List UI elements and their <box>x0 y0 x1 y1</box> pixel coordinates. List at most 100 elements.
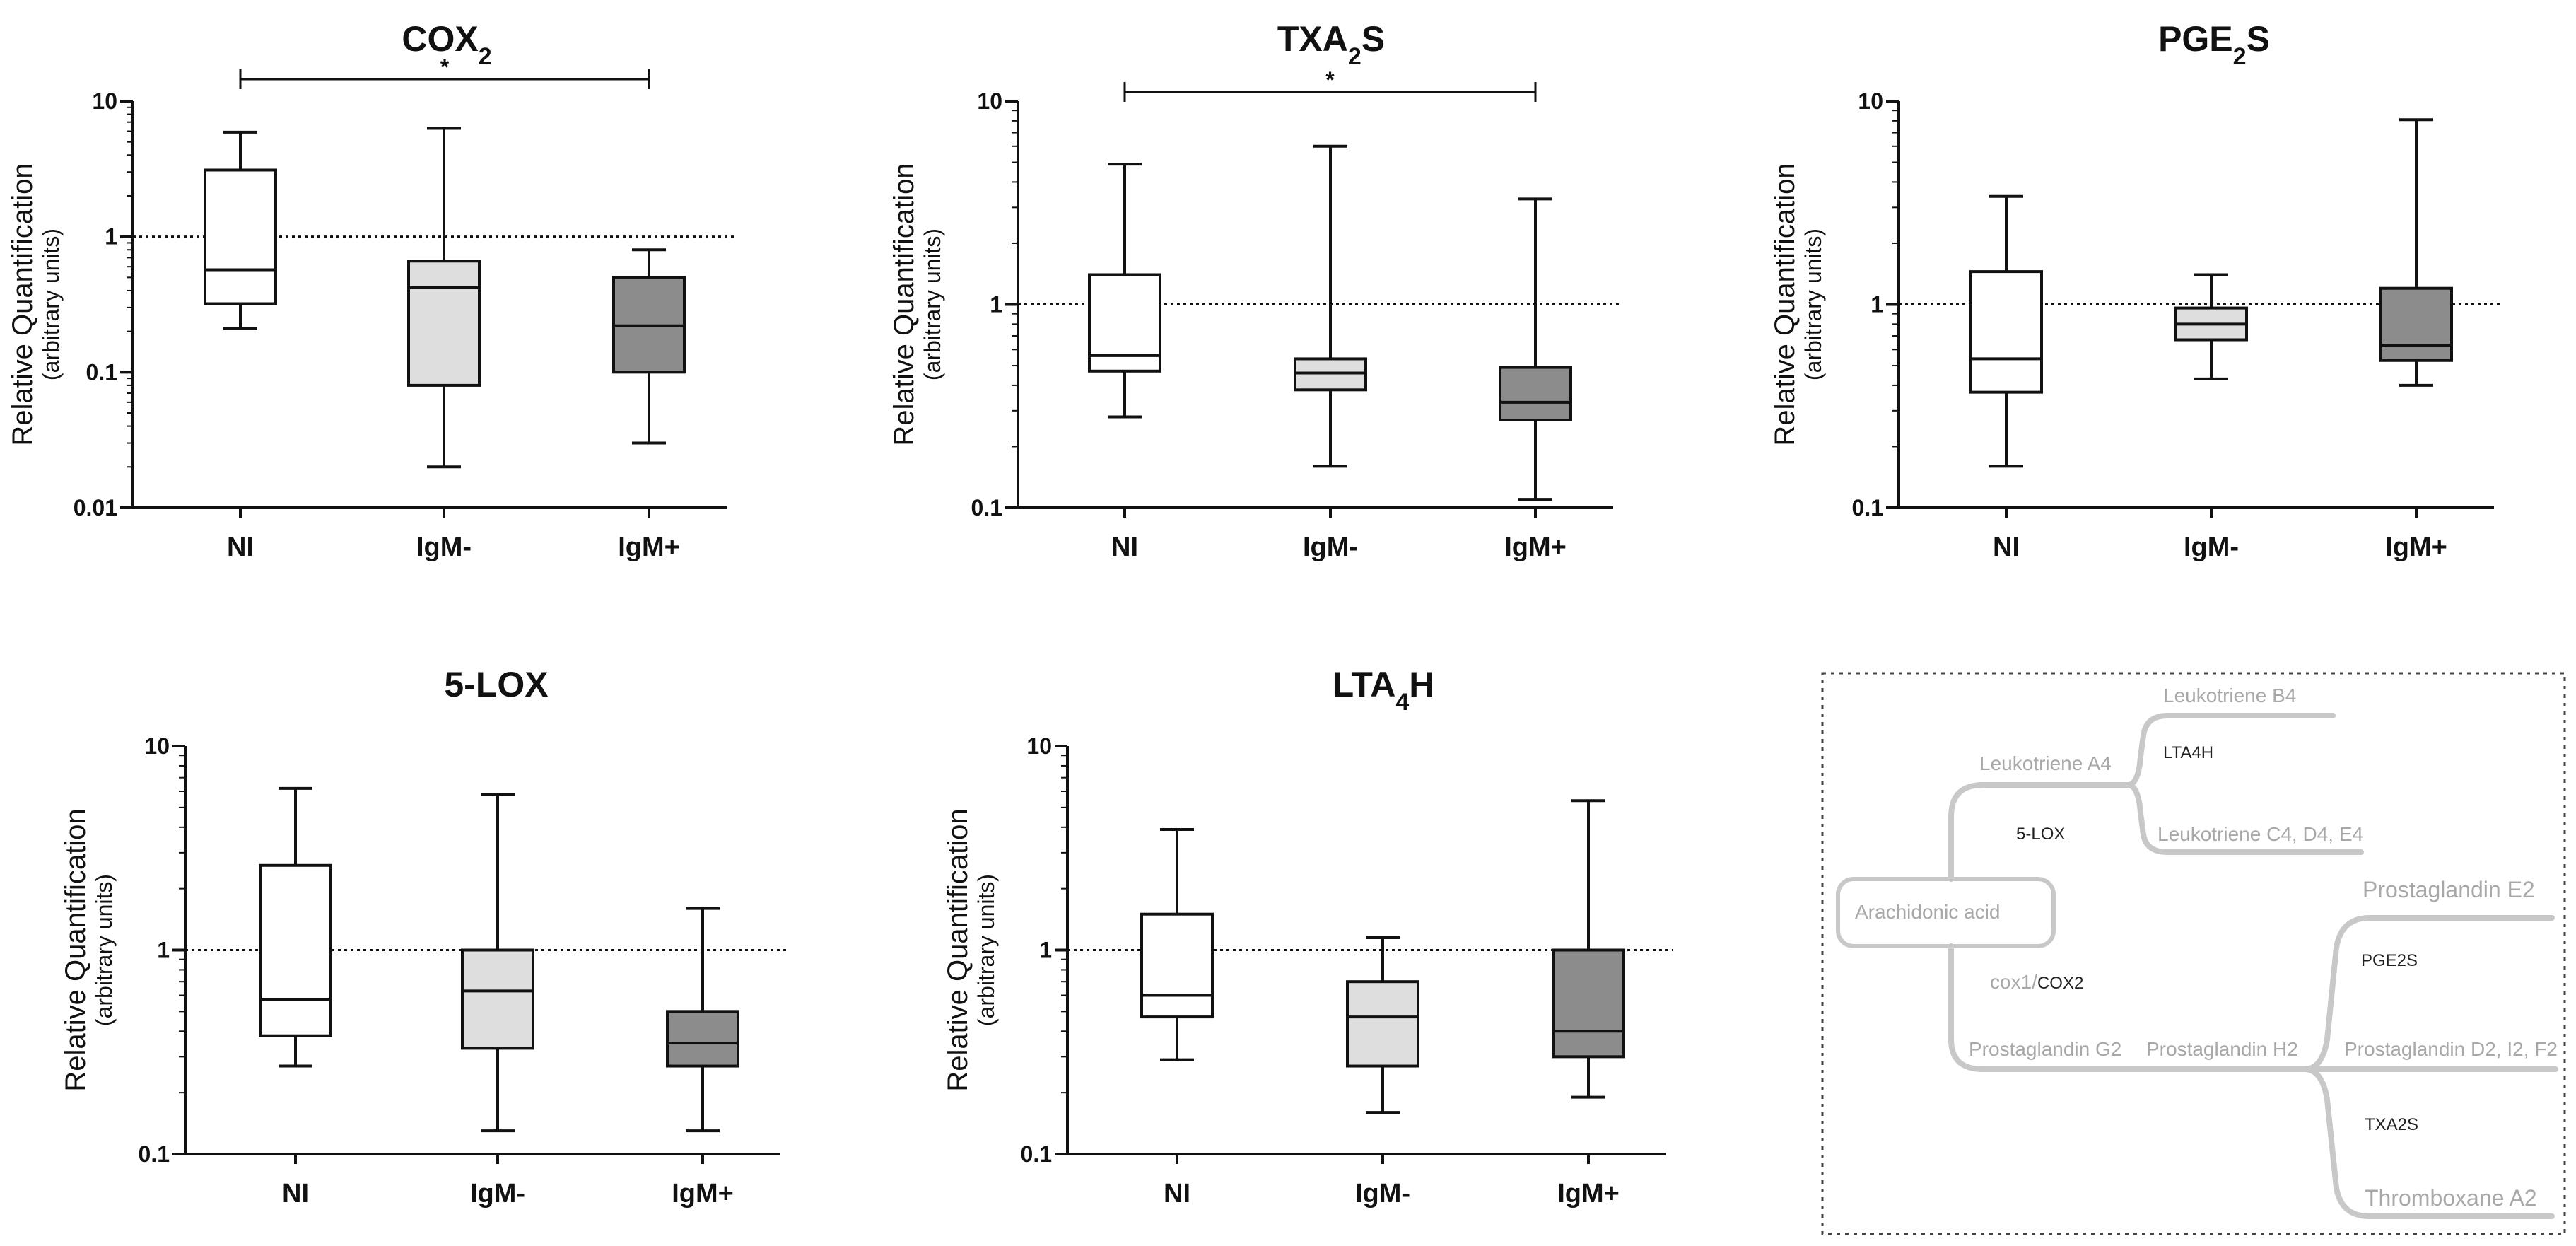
y-tick-label: 10 <box>144 733 170 759</box>
y-axis-label: Relative Quantification <box>889 163 920 446</box>
chart-title-main: 5-LOX <box>444 665 548 704</box>
chart-title-main: LTA <box>1333 665 1396 704</box>
branch-leukotriene-b4 <box>2125 713 2336 788</box>
branch-prostaglandin-e2 <box>2302 915 2555 1072</box>
prostaglandin-g2-label: Prostaglandin G2 <box>1969 1038 2121 1060</box>
box-iqr <box>259 863 332 1037</box>
y-tick-label: 1 <box>157 938 170 963</box>
x-tick-label: NI <box>227 532 254 562</box>
y-axis-sublabel: (arbitrary units) <box>91 874 117 1026</box>
y-axis-label: Relative Quantification <box>7 163 38 446</box>
y-tick-label: 0.1 <box>86 359 117 385</box>
y-axis-label: Relative Quantification <box>1769 163 1801 446</box>
box-IgM- <box>407 127 481 469</box>
y-axis-sublabel: (arbitrary units) <box>920 228 945 380</box>
chart-title-suffix: S <box>1362 19 1385 59</box>
y-tick-label: 1 <box>990 292 1002 318</box>
chart-title-main: PGE <box>2158 19 2233 59</box>
chart-title-suffix: S <box>2247 19 2270 59</box>
y-tick-label: 0.01 <box>74 495 117 520</box>
leukotriene-b4-label: Leukotriene B4 <box>2163 685 2296 706</box>
chart-title: COX2 <box>402 19 491 70</box>
box-iqr <box>666 1010 739 1068</box>
x-tick-label: IgM- <box>470 1179 525 1209</box>
box-IgM+ <box>1499 197 1572 501</box>
x-tick-label: NI <box>1111 532 1138 562</box>
prostaglandin-d2-label: Prostaglandin D2, I2, F2 <box>2344 1038 2558 1060</box>
leukotriene-cde4-label: Leukotriene C4, D4, E4 <box>2158 823 2363 845</box>
y-tick-label: 10 <box>1858 88 1883 114</box>
box-NI <box>1140 827 1214 1061</box>
chart-title: LTA4H <box>1333 665 1435 716</box>
pathway-branches <box>1836 713 2558 1219</box>
significance-bracket: * <box>1123 67 1537 102</box>
prostaglandin-h2-label: Prostaglandin H2 <box>2146 1038 2298 1060</box>
x-tick-label: NI <box>282 1179 309 1209</box>
box-iqr <box>204 168 277 305</box>
x-tick-label: IgM- <box>416 532 472 562</box>
box-iqr <box>461 948 534 1050</box>
chart-panel-5: LTA4H Relative Quantification (arbitrary u… <box>942 665 1673 1209</box>
y-tick-label: 0.1 <box>1021 1141 1052 1167</box>
chart-title-main: COX <box>402 19 478 59</box>
y-axis-label: Relative Quantification <box>942 808 973 1091</box>
box-IgM- <box>461 793 534 1133</box>
lta4h-label: LTA4H <box>2163 743 2213 762</box>
y-tick-label: 1 <box>1870 292 1883 318</box>
y-tick-label: 10 <box>1026 733 1052 759</box>
chart-panel-1: COX2 Relative Quantification (arbitrary un… <box>7 19 734 562</box>
chart-title-suffix: H <box>1409 665 1434 704</box>
box-iqr <box>2379 286 2453 362</box>
branch-leukotriene-cde4 <box>2125 782 2364 855</box>
branch-prostaglandin-g2 <box>1948 943 2138 1072</box>
x-tick-label: IgM- <box>1303 532 1358 562</box>
significance-bracket: * <box>239 54 650 89</box>
box-iqr <box>1140 912 1214 1019</box>
branch-leukotriene-a4 <box>1948 782 2131 882</box>
y-axis-sublabel: (arbitrary units) <box>1801 228 1826 380</box>
y-axis-sublabel: (arbitrary units) <box>973 874 999 1026</box>
cox2-label: COX2 <box>2037 974 2083 993</box>
chart-title-main: TXA <box>1277 19 1348 59</box>
y-tick-label: 10 <box>977 88 1002 114</box>
box-iqr <box>407 260 481 387</box>
chart-panel-4: 5-LOX Relative Quantification (arbitrary u… <box>60 665 788 1209</box>
box-IgM- <box>1294 144 1367 468</box>
chart-title: 5-LOX <box>444 665 548 704</box>
box-iqr <box>1499 366 1572 421</box>
five-lox-label: 5-LOX <box>2016 825 2065 844</box>
box-IgM+ <box>612 248 686 445</box>
box-IgM- <box>2174 273 2248 380</box>
y-tick-label: 1 <box>105 224 117 250</box>
arachidonic-acid-label: Arachidonic acid <box>1855 901 2000 923</box>
chart-title-subscript: 4 <box>1395 689 1409 716</box>
x-tick-label: IgM+ <box>618 532 680 562</box>
x-tick-label: IgM+ <box>1504 532 1567 562</box>
significance-star: * <box>440 54 450 80</box>
chart-title-subscript: 2 <box>2233 43 2247 70</box>
pathway-diagram: Arachidonic acid Leukotriene A4 Leukotri… <box>1821 672 2566 1235</box>
y-tick-label: 1 <box>1039 938 1052 963</box>
y-tick-label: 10 <box>92 88 117 114</box>
chart-panel-2: TXA2S Relative Quantification (arbitrary u… <box>889 19 1620 562</box>
box-NI <box>1088 163 1161 419</box>
box-NI <box>1969 194 2043 468</box>
significance-star: * <box>1325 67 1335 93</box>
chart-panel-3: PGE2S Relative Quantification (arbitrary u… <box>1769 19 2501 562</box>
pathway-border <box>1821 672 2566 1235</box>
chart-title-subscript: 2 <box>479 43 492 70</box>
y-tick-label: 0.1 <box>1852 495 1883 520</box>
box-IgM+ <box>666 907 739 1133</box>
box-iqr <box>1552 948 1625 1059</box>
x-tick-label: IgM+ <box>672 1179 734 1209</box>
pge2s-label: PGE2S <box>2361 951 2418 970</box>
leukotriene-a4-label: Leukotriene A4 <box>1979 752 2112 774</box>
branch-thromboxane-a2 <box>2302 1066 2555 1219</box>
x-tick-label: IgM- <box>1355 1179 1410 1209</box>
chart-title: TXA2S <box>1277 19 1385 70</box>
box-iqr <box>1346 980 1419 1068</box>
y-axis-sublabel: (arbitrary units) <box>38 228 64 380</box>
box-NI <box>204 130 277 330</box>
